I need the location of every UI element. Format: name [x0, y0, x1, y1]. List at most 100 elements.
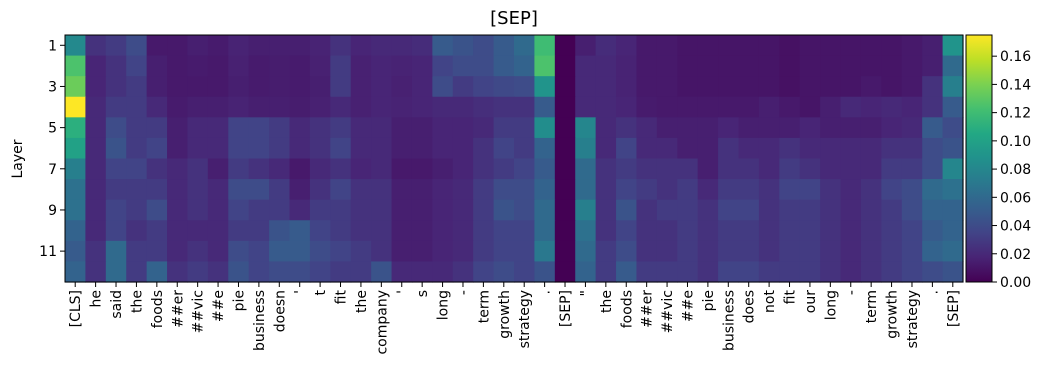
heatmap-cell [860, 35, 882, 57]
heatmap-cell [840, 35, 862, 57]
heatmap-cell [371, 220, 393, 242]
heatmap-cell [228, 220, 250, 242]
y-tick-label: 5 [48, 121, 57, 137]
heatmap-cell [330, 261, 352, 283]
heatmap-cell [248, 117, 270, 139]
heatmap-cell [820, 240, 842, 263]
heatmap-cell [350, 179, 372, 201]
heatmap-cell [922, 117, 944, 139]
heatmap-cell [473, 240, 495, 263]
heatmap-cell [677, 76, 699, 98]
x-tick-label: s [415, 290, 431, 297]
heatmap-cell [881, 261, 903, 283]
heatmap-cell [330, 117, 352, 139]
heatmap-cell [452, 96, 474, 118]
heatmap-cell [901, 55, 923, 77]
heatmap-cell [575, 158, 597, 180]
heatmap-cell [534, 76, 556, 98]
heatmap-cell [820, 96, 842, 118]
heatmap-cell [901, 158, 923, 180]
heatmap-cell [616, 199, 638, 221]
heatmap-cell [534, 96, 556, 118]
heatmap-cell [595, 35, 617, 57]
heatmap-cell [330, 220, 352, 242]
heatmap-cell [697, 261, 719, 283]
heatmap-cell [248, 76, 270, 98]
heatmap-cell [473, 117, 495, 139]
x-tick-label: term [864, 290, 880, 323]
heatmap-cell [575, 179, 597, 201]
heatmap-cell [371, 55, 393, 77]
heatmap-cell [575, 220, 597, 242]
heatmap-cell [514, 179, 536, 201]
heatmap-cell [697, 96, 719, 118]
colorbar-ticks: 0.00 0.02 0.04 0.06 0.08 0.10 0.12 0.14 0.16 [992, 49, 1031, 291]
heatmap-cell [167, 96, 189, 118]
heatmap-cell [452, 240, 474, 263]
heatmap-cell [677, 179, 699, 201]
heatmap-cell [738, 220, 760, 242]
heatmap-cell [677, 96, 699, 118]
x-tick-label: pie [231, 290, 247, 311]
colorbar [965, 34, 993, 283]
heatmap-cell [697, 240, 719, 263]
heatmap-cell [309, 96, 331, 118]
heatmap-cell [432, 76, 454, 98]
heatmap-cell [820, 117, 842, 139]
heatmap-cell [697, 158, 719, 180]
heatmap-cell [881, 220, 903, 242]
heatmap-cell [718, 117, 740, 139]
heatmap-cell [922, 96, 944, 118]
heatmap-cell [473, 158, 495, 180]
heatmap-cell [575, 55, 597, 77]
heatmap-cell [554, 117, 576, 139]
heatmap-cell [942, 179, 964, 201]
heatmap-cell [942, 220, 964, 242]
heatmap-cell [718, 240, 740, 263]
heatmap-cell [289, 55, 311, 77]
heatmap-cell [840, 220, 862, 242]
x-tick-label: . [925, 290, 941, 294]
heatmap-cell [167, 220, 189, 242]
heatmap-cells [65, 35, 964, 283]
heatmap-cell [248, 261, 270, 283]
heatmap-cell [85, 158, 107, 180]
heatmap-cell [840, 199, 862, 221]
x-tick-label: not [762, 289, 778, 312]
heatmap-cell [820, 35, 842, 57]
heatmap-cell [309, 76, 331, 98]
heatmap-cell [799, 240, 821, 263]
heatmap-cell [411, 179, 433, 201]
heatmap-cell [126, 55, 148, 77]
heatmap-cell [411, 55, 433, 77]
heatmap-cell [350, 199, 372, 221]
heatmap-cell [616, 261, 638, 283]
heatmap-cell [85, 179, 107, 201]
heatmap-cell [636, 261, 658, 283]
colorbar-tick-label: 0.10 [1000, 134, 1031, 150]
heatmap-cell [942, 117, 964, 139]
x-tick-label: " [578, 290, 594, 296]
heatmap-cell [85, 220, 107, 242]
heatmap-cell [840, 96, 862, 118]
heatmap-cell [922, 137, 944, 160]
heatmap-cell [636, 199, 658, 221]
heatmap-cell [473, 220, 495, 242]
heatmap-cell [799, 158, 821, 180]
heatmap-cell [595, 240, 617, 263]
heatmap-cell [799, 179, 821, 201]
heatmap-cell [228, 261, 250, 283]
heatmap-cell [146, 96, 168, 118]
heatmap-cell [146, 261, 168, 283]
heatmap-cell [718, 179, 740, 201]
heatmap-cell [718, 96, 740, 118]
heatmap-cell [371, 158, 393, 180]
heatmap-cell [85, 137, 107, 160]
heatmap-cell [799, 261, 821, 283]
x-tick-label: ##vic [660, 290, 676, 333]
heatmap-cell [922, 240, 944, 263]
heatmap-cell [758, 117, 780, 139]
heatmap-cell [493, 35, 515, 57]
heatmap-cell [697, 179, 719, 201]
heatmap-cell [942, 137, 964, 160]
